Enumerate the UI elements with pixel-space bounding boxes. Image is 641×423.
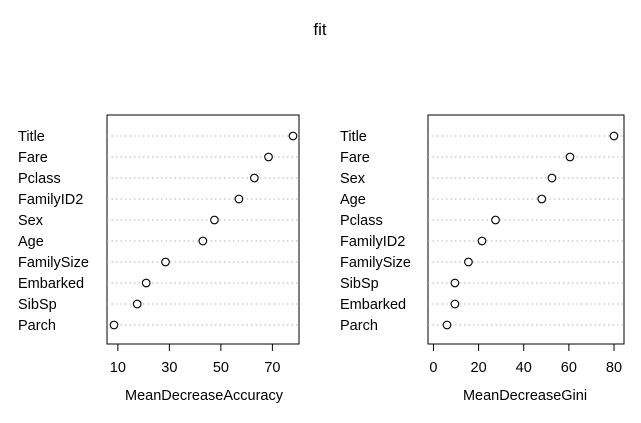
- category-label: FamilyID2: [18, 192, 83, 208]
- category-label: Pclass: [340, 213, 383, 229]
- data-point: [547, 173, 557, 183]
- grid-lines: [428, 135, 624, 326]
- data-point: [210, 215, 219, 225]
- category-label: Age: [340, 192, 366, 208]
- data-point: [450, 278, 460, 288]
- data-point: [132, 299, 142, 309]
- category-label: Fare: [18, 150, 48, 166]
- category-label: Sex: [18, 213, 44, 229]
- x-axis: 0 20 40 60 80: [429, 343, 622, 376]
- plot-frame: [427, 114, 625, 345]
- x-tick-label: 10: [110, 360, 126, 376]
- x-axis-label: MeanDecreaseGini: [463, 388, 587, 404]
- x-tick-label: 20: [471, 360, 487, 376]
- data-point: [442, 320, 452, 330]
- data-point: [161, 257, 170, 267]
- x-tick-label: 0: [429, 360, 437, 376]
- category-label: Embarked: [340, 297, 406, 313]
- data-point: [288, 131, 298, 141]
- x-tick-label: 30: [161, 360, 177, 376]
- category-label: SibSp: [340, 276, 379, 292]
- x-tick-label: 50: [213, 360, 229, 376]
- data-point: [464, 257, 473, 267]
- data-point: [565, 152, 575, 162]
- category-label: SibSp: [18, 297, 57, 313]
- data-point: [450, 299, 460, 309]
- data-point: [250, 173, 259, 183]
- x-axis-label: MeanDecreaseAccuracy: [125, 388, 284, 404]
- category-label: Pclass: [18, 171, 61, 187]
- data-point: [477, 236, 487, 246]
- data-point: [198, 236, 208, 246]
- category-label: Title: [18, 129, 45, 145]
- x-tick-label: 80: [606, 360, 622, 376]
- data-point: [264, 152, 273, 162]
- data-point: [491, 215, 500, 225]
- category-label: Fare: [340, 150, 370, 166]
- data-points: [442, 131, 619, 330]
- figure-title: fit: [313, 20, 327, 39]
- data-point: [234, 194, 244, 204]
- data-point: [109, 320, 119, 330]
- category-labels: Title Fare Pclass FamilyID2 Sex Age FamilySize…: [18, 129, 89, 334]
- data-point: [141, 278, 151, 288]
- panel-mean-decrease-gini: Title Fare Sex Age Pclass FamilyID2 FamilySize…: [340, 114, 625, 404]
- x-tick-label: 60: [561, 360, 577, 376]
- category-label: Embarked: [18, 276, 84, 292]
- grid-lines: [107, 135, 299, 326]
- category-label: Parch: [18, 318, 56, 334]
- category-label: Age: [18, 234, 44, 250]
- data-point: [537, 194, 547, 204]
- panel-mean-decrease-accuracy: Title Fare Pclass FamilyID2 Sex Age FamilySize…: [18, 114, 300, 404]
- x-axis: 10 30 50 70: [110, 343, 280, 376]
- data-points: [109, 131, 298, 330]
- category-label: FamilyID2: [340, 234, 405, 250]
- category-label: FamilySize: [18, 255, 89, 271]
- category-label: Sex: [340, 171, 366, 187]
- plot-frame: [106, 114, 300, 345]
- category-label: FamilySize: [340, 255, 411, 271]
- category-labels: Title Fare Sex Age Pclass FamilyID2 FamilySize…: [340, 129, 411, 334]
- data-point: [609, 131, 619, 141]
- x-tick-label: 40: [516, 360, 532, 376]
- x-tick-label: 70: [264, 360, 280, 376]
- category-label: Title: [340, 129, 367, 145]
- category-label: Parch: [340, 318, 378, 334]
